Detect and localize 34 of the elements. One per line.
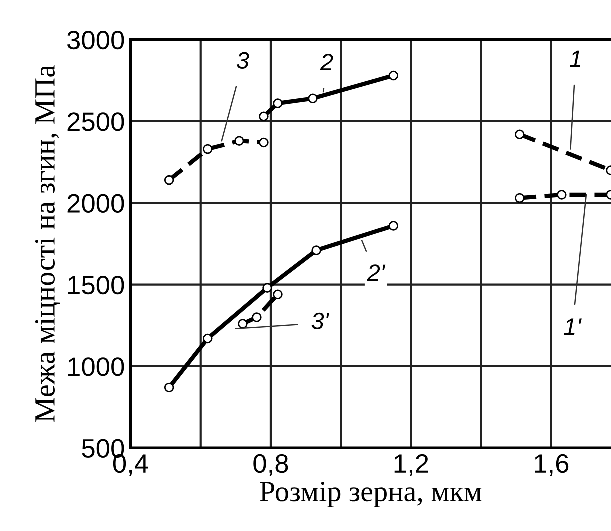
series-label: 2 — [320, 54, 334, 70]
point — [273, 290, 283, 300]
point — [557, 190, 567, 200]
y-tick-label: 3000 — [68, 30, 124, 50]
text: 3 — [236, 52, 250, 70]
text: 1' — [564, 318, 582, 336]
point — [259, 138, 269, 148]
point — [164, 382, 174, 393]
point — [238, 319, 248, 329]
series-label: 3' — [312, 312, 330, 330]
y-tick-label: 1500 — [68, 276, 124, 295]
x-tick-label: 0,8 — [254, 454, 288, 476]
point — [388, 70, 399, 81]
point — [259, 112, 269, 122]
x-tick-label: 1,6 — [535, 454, 569, 476]
point — [252, 312, 262, 322]
x-tick-label: 1,2 — [394, 454, 428, 476]
point — [203, 144, 213, 154]
point — [234, 136, 244, 146]
y-tick-label: 2000 — [68, 194, 124, 213]
point — [273, 98, 283, 108]
text: 1 — [570, 50, 581, 68]
y-axis-title: Межа міцності на згин, МПа — [35, 65, 60, 422]
point — [514, 193, 525, 204]
y-tick-label: 1000 — [68, 358, 124, 376]
series-label: 2' — [367, 264, 386, 282]
point — [388, 221, 399, 231]
point — [308, 94, 318, 104]
point — [203, 334, 213, 344]
x-axis-title: Розмір зерна, мкм — [260, 482, 482, 508]
point — [312, 246, 322, 256]
y-tick-label: 2500 — [68, 112, 124, 132]
point — [164, 175, 174, 186]
point — [262, 283, 272, 293]
